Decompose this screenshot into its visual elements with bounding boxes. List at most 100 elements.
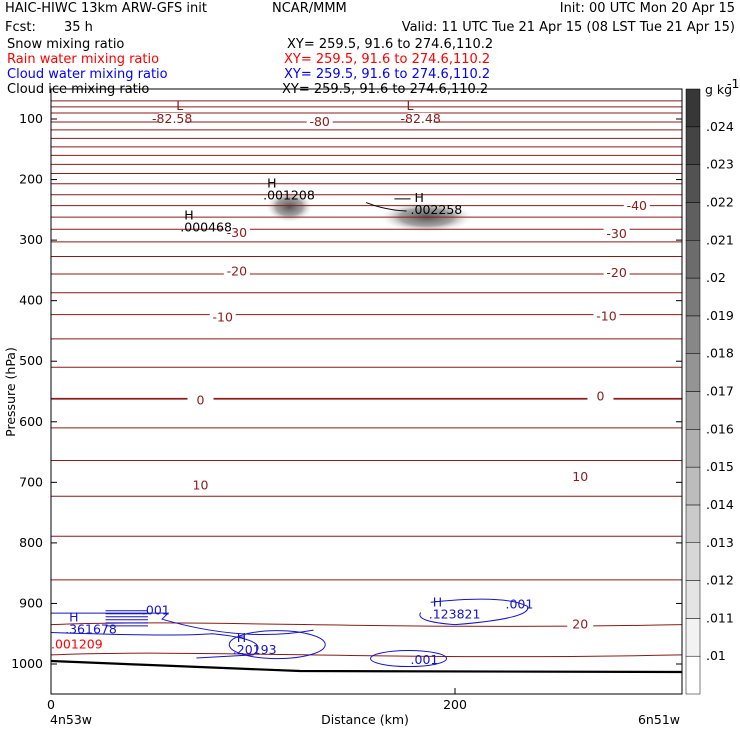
extremum-marker-2: H: [267, 175, 276, 190]
y-tick-label-6: 700: [19, 474, 43, 489]
temperature-label-11: 0: [596, 388, 604, 403]
plot-frame: [50, 88, 683, 695]
field-cloud-water-xy: XY= 259.5, 91.6 to 274.6,110.2: [284, 67, 490, 82]
y-tick-label-5: 600: [19, 414, 43, 429]
cloud-water-contour-3: [419, 598, 529, 626]
temperature-label-13: 10: [572, 469, 588, 484]
temperature-label-bg-5: [603, 228, 630, 242]
colorbar-tick-label-12: .022: [706, 194, 734, 209]
colorbar: .01 .011 .012 .013 .014 .015 .016 .017 .018 .019.…: [685, 88, 734, 695]
temperature-contour-1: [51, 105, 682, 108]
temperature-label-6: -20: [227, 264, 247, 279]
temperature-contour-23: [51, 426, 682, 429]
colorbar-swatch-2: [685, 580, 701, 619]
colorbar-tick-label-9: .019: [706, 308, 734, 323]
colorbar-swatch-3: [685, 542, 701, 581]
colorbar-tick-label-5: .015: [706, 459, 734, 474]
colorbar-tick-label-10: .02: [706, 270, 726, 285]
init-time: Init: 00 UTC Mon 20 Apr 15: [560, 1, 735, 16]
colorbar-tick-label-14: .024: [706, 119, 734, 134]
y-tick-label-4: 500: [19, 353, 43, 368]
y-tick-label-9: 1000: [11, 656, 43, 671]
temperature-label-5: -30: [606, 226, 626, 241]
extremum-marker-0: L: [176, 98, 183, 113]
colorbar-swatch-7: [685, 391, 701, 430]
colorbar-swatch-11: [685, 240, 701, 279]
extremum-value-3: .002258: [411, 202, 463, 217]
y-tick-label-3: 400: [19, 293, 43, 308]
temperature-label-bg-8: [209, 311, 236, 325]
temperature-contour-27: [51, 578, 682, 581]
colorbar-tick-label-4: .014: [706, 497, 734, 512]
colorbar-tick-label-8: .018: [706, 346, 734, 361]
right-endpoint-label: 6n51w: [638, 712, 680, 727]
extremum-marker-6: H: [237, 630, 246, 645]
temperature-label-bg-14: [567, 618, 594, 632]
temperature-label-bg-2: [407, 113, 434, 126]
fcst-hours: 35 h: [64, 20, 93, 35]
colorbar-tick-label-6: .016: [706, 421, 734, 436]
cloud-water-label-2: .001: [411, 652, 439, 667]
temperature-contour-0: [51, 99, 682, 102]
temperature-label-bg-0: [159, 113, 186, 126]
temperature-contour-18: [51, 291, 682, 294]
colorbar-tick-label-0: .01: [706, 648, 726, 663]
y-tick-label-1: 200: [19, 172, 43, 187]
extremum-value-5: .361678: [65, 622, 117, 637]
temperature-label-bg-7: [603, 266, 630, 280]
cloud-ice-blob-0: [265, 190, 314, 223]
colorbar-swatch-1: [685, 618, 701, 657]
y-tick-label-2: 300: [19, 232, 43, 247]
temperature-contour-21: [51, 366, 682, 369]
temperature-contour-19: [51, 313, 682, 316]
field-snow-xy: XY= 259.5, 91.6 to 274.6,110.2: [287, 37, 493, 52]
temperature-label-12: 10: [193, 477, 209, 492]
valid-time: Valid: 11 UTC Tue 21 Apr 15 (08 LST Tue …: [402, 20, 735, 35]
colorbar-swatch-14: [685, 126, 701, 165]
colorbar-tick-label-3: .013: [706, 535, 734, 550]
temperature-contour-7: [51, 154, 682, 157]
extremum-value-4: .000468: [180, 220, 232, 235]
temperature-label-3: -40: [627, 198, 647, 213]
extremum-marker-3: H: [415, 190, 424, 205]
temperature-label-bg-11: [587, 390, 614, 404]
temperature-label-bg-1: [306, 116, 333, 130]
temperature-label-bg-13: [567, 470, 594, 484]
temperature-label-bg-3: [623, 200, 650, 214]
temperature-label-10: 0: [197, 393, 205, 408]
temperature-label-bg-12: [187, 479, 214, 493]
extremum-value-2: .001208: [263, 187, 315, 202]
y-tick-label-8: 900: [19, 595, 43, 610]
temperature-contour-8: [51, 163, 682, 166]
colorbar-unit: g kg: [705, 82, 732, 97]
extremum-marker-5: H: [69, 610, 78, 625]
x-tick-label-0: 0: [47, 697, 55, 712]
colorbar-swatch-9: [685, 315, 701, 354]
y-axis-label: Pressure (hPa): [3, 347, 18, 437]
cloud-water-contour-2: [228, 630, 326, 660]
temperature-contour-11: [51, 193, 682, 196]
colorbar-tick-label-11: .021: [706, 232, 734, 247]
colorbar-swatch-15: [685, 88, 701, 128]
field-snow-name: Snow mixing ratio: [7, 37, 124, 52]
cloud-water-contour-1: [51, 632, 259, 659]
temperature-contour-3: [51, 121, 682, 123]
temperature-label-bg-4: [223, 226, 250, 240]
colorbar-swatch-5: [685, 466, 701, 506]
cloud-water-label-0: .001: [142, 603, 170, 618]
terrain-line: [51, 659, 682, 674]
cloud-water-contour-0: [51, 612, 314, 635]
temperature-contour-9: [51, 172, 682, 175]
field-rain-name: Rain water mixing ratio: [7, 52, 159, 67]
cloud-ice-contour: [365, 198, 411, 212]
colorbar-tick-label-2: .012: [706, 573, 734, 588]
field-rain-xy: XY= 259.5, 91.6 to 274.6,110.2: [284, 52, 490, 67]
extremum-marker-7: H: [433, 594, 442, 609]
colorbar-tick-label-7: .017: [706, 384, 734, 399]
temperature-contour-4: [51, 128, 682, 131]
colorbar-swatch-4: [685, 504, 701, 543]
temperature-label-bg-6: [223, 265, 250, 279]
extremum-marker-4: H: [184, 208, 193, 223]
